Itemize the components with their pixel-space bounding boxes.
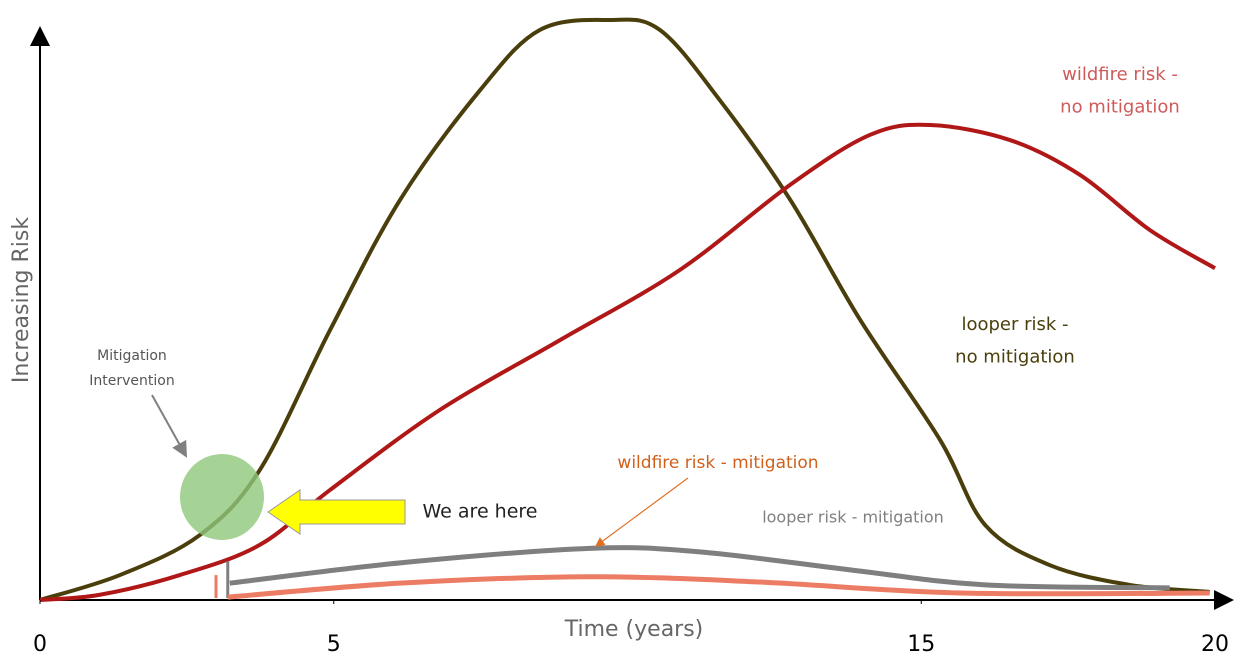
intervention-marker <box>180 454 264 540</box>
series-line <box>39 17 1210 602</box>
annotation: Mitigation <box>97 348 167 364</box>
x-tick-label: 15 <box>907 632 935 657</box>
annotation: looper risk - <box>961 314 1068 335</box>
annotation: looper risk - mitigation <box>762 508 944 527</box>
x-tick-label: 20 <box>1201 632 1229 657</box>
pointer <box>151 394 187 458</box>
series-line <box>227 574 1210 600</box>
series-line <box>39 122 1217 602</box>
annotation: no mitigation <box>955 346 1075 367</box>
annotation: wildfire risk - <box>1062 64 1178 85</box>
annotation: no mitigation <box>1060 96 1180 117</box>
annotation: Intervention <box>89 373 174 389</box>
here-arrow <box>267 489 406 535</box>
x-tick-label: 0 <box>33 632 47 657</box>
x-tick-label: 5 <box>327 632 341 657</box>
annotation: wildfire risk - mitigation <box>617 453 818 473</box>
y-axis-label: Increasing Risk <box>9 217 34 383</box>
pointer <box>595 477 689 547</box>
annotation: We are here <box>423 501 538 523</box>
x-axis-label: Time (years) <box>564 617 704 642</box>
series-line <box>229 545 1170 591</box>
